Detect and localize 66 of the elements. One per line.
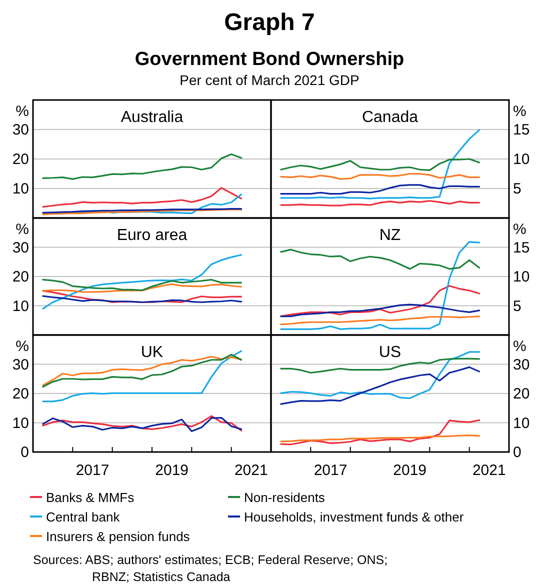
text: US — [378, 344, 402, 361]
text: NZ — [379, 227, 401, 244]
y-tick-label: 15 — [513, 239, 530, 256]
y-tick-label: 5 — [513, 298, 522, 315]
y-tick-label: 20 — [12, 151, 29, 168]
y-tick-label: 10 — [12, 298, 29, 315]
text: Euro area — [116, 227, 188, 244]
legend-label: Households, investment funds & other — [244, 510, 464, 524]
line-series — [280, 184, 480, 195]
y-tick-label: 0 — [513, 444, 522, 461]
y-axis-title: % — [513, 103, 526, 120]
y-axis-title: % — [16, 338, 29, 355]
y-tick-label: 10 — [513, 268, 530, 286]
y-tick-label: 20 — [12, 268, 29, 286]
y-tick-label: 15 — [513, 122, 530, 138]
legend-label: Banks & MMFs — [46, 490, 135, 505]
line-series — [280, 434, 480, 442]
line-series — [280, 129, 480, 200]
x-tick-label: 2021 — [234, 462, 268, 479]
y-tick-label: 30 — [12, 239, 29, 256]
legend-label: Central bank — [46, 510, 120, 524]
line-series — [42, 290, 242, 304]
y-tick-label: 10 — [513, 414, 530, 432]
y-axis-title: % — [513, 221, 526, 238]
line-series — [280, 366, 480, 405]
y-tick-label: 0 — [20, 444, 29, 461]
y-tick-label: 30 — [513, 356, 530, 374]
line-series — [42, 295, 242, 304]
source-note: Sources: ABS; authors' estimates; ECB; Federal Reserve; ONS; RBNZ; Statistics Canada — [33, 553, 388, 584]
y-axis-title: % — [16, 103, 29, 120]
y-tick-label: 30 — [12, 122, 29, 138]
y-tick-label: 20 — [12, 386, 29, 402]
line-series — [42, 278, 242, 292]
text: Australia — [120, 109, 184, 126]
line-series — [280, 358, 480, 374]
x-tick-label: 2019 — [393, 462, 427, 479]
text: Canada — [362, 109, 418, 126]
legend-label: Non-residents — [244, 490, 326, 505]
line-series — [42, 153, 242, 180]
line-series — [280, 248, 480, 270]
y-axis-title: % — [513, 338, 526, 355]
y-tick-label: 5 — [513, 180, 522, 198]
x-tick-label: 2017 — [76, 462, 110, 479]
line-series — [280, 304, 480, 318]
text: Graph 7 — [224, 9, 315, 36]
line-series — [280, 315, 480, 326]
x-tick-label: 2021 — [472, 462, 506, 479]
y-tick-label: 20 — [513, 386, 530, 402]
y-tick-label: 10 — [12, 414, 29, 432]
x-tick-label: 2017 — [314, 462, 348, 479]
line-series — [280, 158, 480, 172]
y-axis-title: % — [16, 221, 29, 238]
y-tick-label: 30 — [12, 356, 29, 374]
line-series — [280, 285, 480, 318]
text: UK — [140, 344, 164, 361]
text: Government Bond Ownership — [134, 49, 404, 70]
line-series — [42, 187, 242, 208]
text: Per cent of March 2021 GDP — [180, 72, 360, 88]
y-tick-label: 10 — [12, 180, 29, 198]
line-series — [42, 283, 242, 293]
y-tick-label: 10 — [513, 151, 530, 168]
line-series — [42, 254, 242, 310]
line-series — [280, 241, 480, 330]
x-tick-label: 2019 — [155, 462, 189, 479]
legend-label: Insurers & pension funds — [46, 529, 190, 544]
line-series — [280, 419, 480, 446]
